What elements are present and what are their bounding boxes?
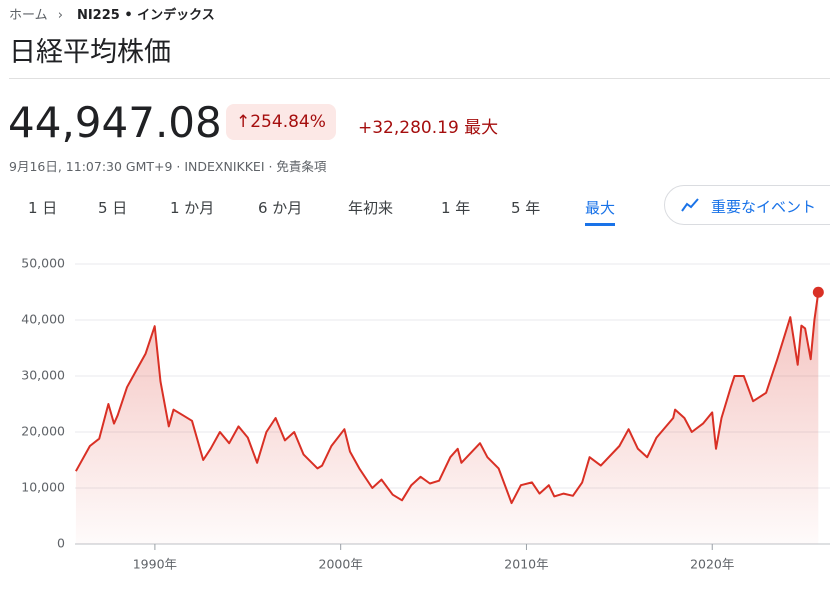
breadcrumb: ホーム › NI225 • インデックス (9, 8, 215, 23)
events-icon (681, 198, 699, 212)
events-label: 重要なイベント (711, 198, 817, 216)
y-tick-label: 30,000 (21, 368, 65, 383)
events-button[interactable]: 重要なイベント (664, 185, 830, 225)
last-point (812, 286, 824, 298)
change-absolute: +32,280.19 最大 (358, 113, 498, 138)
title: 日経平均株価 (9, 37, 171, 68)
line (75, 292, 820, 505)
y-tick-label: 40,000 (21, 312, 65, 327)
price: 44,947.08 (8, 98, 222, 147)
area (75, 292, 819, 544)
divider (9, 78, 830, 79)
range-tab[interactable]: 1 か月 (170, 199, 215, 217)
breadcrumb-current: NI225 • インデックス (76, 8, 215, 23)
meta: 9月16日, 11:07:30 GMT+9 · INDEXNIKKEI · 免責… (9, 159, 327, 174)
range-tab[interactable]: 5 年 (511, 199, 541, 217)
x-tick-label: 2010年 (504, 557, 548, 572)
range-tab[interactable]: 年初来 (348, 199, 394, 217)
range-tab[interactable]: 1 年 (441, 199, 471, 217)
range-tab[interactable]: 1 日 (28, 199, 58, 217)
change-period: 最大 (464, 118, 499, 138)
y-tick-label: 10,000 (21, 480, 65, 495)
range-tab[interactable]: 5 日 (98, 199, 128, 217)
x-tick-label: 2000年 (319, 557, 363, 572)
y-tick-label: 50,000 (21, 256, 65, 271)
y-tick-label: 20,000 (21, 424, 65, 439)
breadcrumb-home[interactable]: ホーム (9, 8, 48, 23)
y-tick-label: 0 (57, 536, 65, 551)
range-tab[interactable]: 6 か月 (258, 199, 303, 217)
range-tab[interactable]: 最大 (585, 197, 616, 226)
chart: 0 10,000 20,000 30,000 40,000 50,000 1990年 2000… (21, 256, 830, 572)
change-value: +32,280.19 (358, 118, 459, 138)
x-tick-label: 1990年 (133, 557, 177, 572)
x-tick-label: 2020年 (690, 557, 734, 572)
change-percent: ↑254.84% (226, 104, 336, 140)
